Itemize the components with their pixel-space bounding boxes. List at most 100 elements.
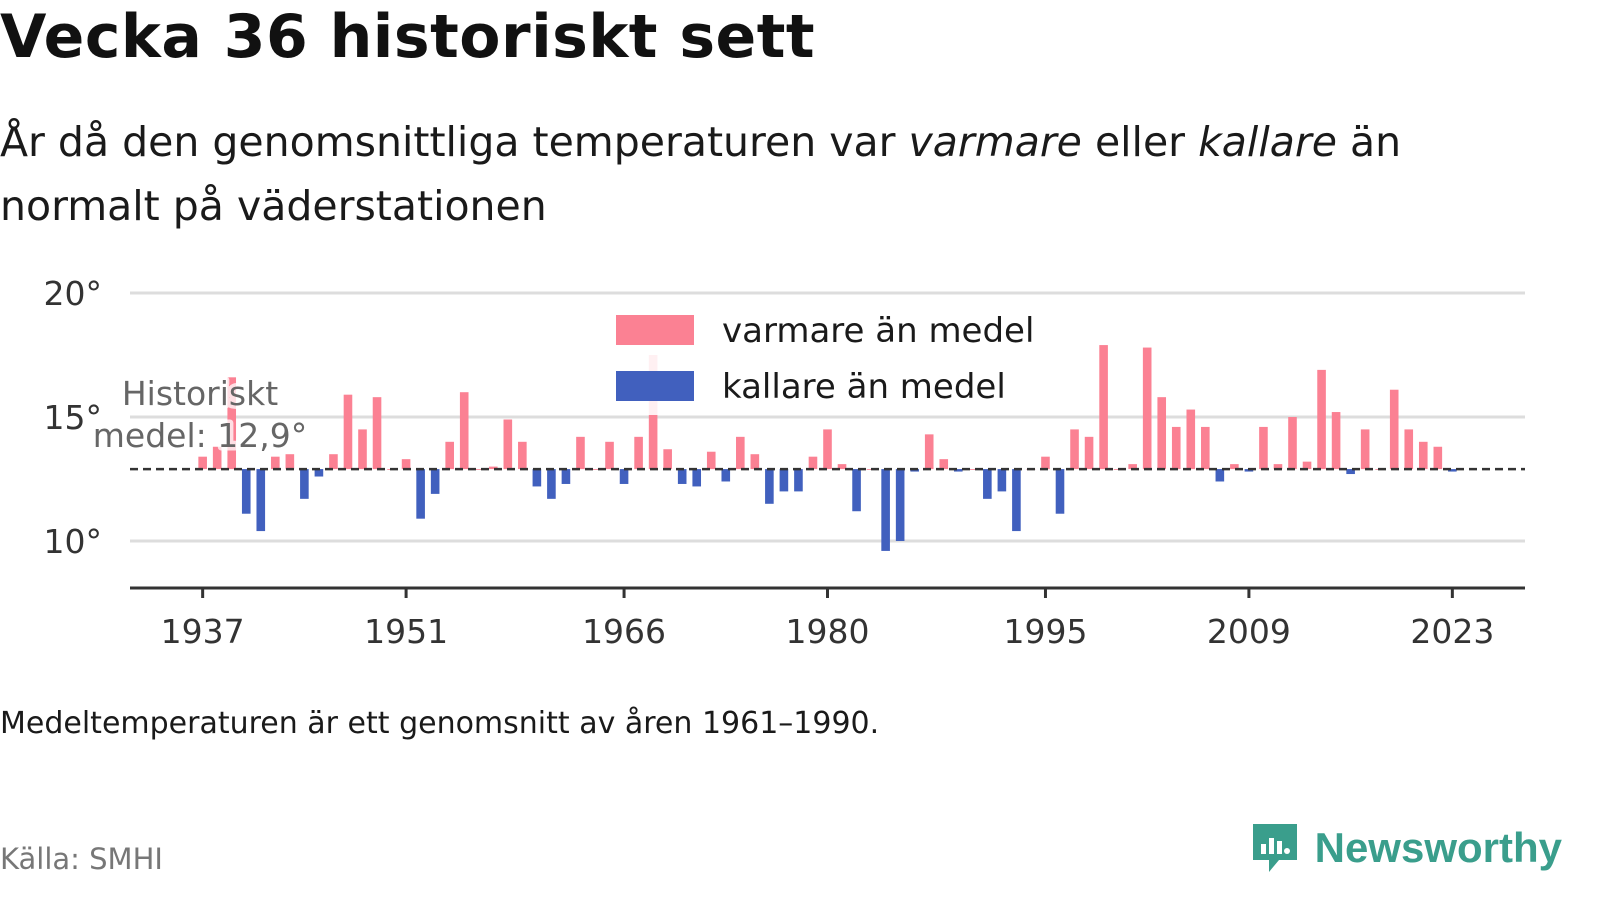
- annotation-halo-1: Historiskt: [122, 374, 278, 413]
- newsworthy-logo: Newsworthy: [1249, 820, 1562, 876]
- bar-2011: [1273, 464, 1283, 470]
- bar-2019: [1389, 389, 1399, 470]
- annotation-halo-2: medel: 12,9°: [93, 416, 307, 455]
- bar-1956: [474, 469, 484, 470]
- bar-1965: [605, 441, 614, 470]
- x-tick-label-1937: 1937: [161, 612, 245, 651]
- bar-2021: [1418, 441, 1428, 470]
- bar-1982: [852, 469, 861, 512]
- bar-1993: [1012, 469, 1021, 532]
- bar-2010: [1259, 426, 1268, 470]
- bar-2007: [1215, 469, 1225, 482]
- bar-1974: [736, 436, 745, 470]
- y-tick-label-20: 20°: [44, 274, 103, 313]
- subtitle-warmer: varmare: [908, 118, 1082, 166]
- bar-2012: [1288, 417, 1297, 470]
- bar-1967: [634, 436, 643, 470]
- bar-2015: [1331, 412, 1341, 470]
- newsworthy-logo-icon: [1252, 824, 1297, 872]
- bar-1954: [445, 441, 454, 470]
- bar-2005: [1186, 409, 1196, 470]
- bar-1995: [1041, 456, 1050, 470]
- bar-1939: [227, 377, 237, 470]
- bar-1976: [765, 469, 774, 504]
- bar-1970: [677, 469, 687, 484]
- legend-label-warm: varmare än medel: [722, 311, 1034, 351]
- bar-1955: [459, 392, 469, 470]
- bar-1999: [1099, 345, 1108, 470]
- bar-1990: [968, 469, 978, 470]
- bar-1973: [721, 469, 731, 482]
- brand-name: Newsworthy: [1314, 824, 1562, 871]
- bar-1947: [343, 394, 353, 470]
- bar-2023: [1448, 469, 1457, 472]
- subtitle-colder: kallare: [1198, 118, 1337, 166]
- y-axis-labels: 10° 15° 20°: [44, 274, 103, 561]
- bar-1958: [503, 419, 513, 470]
- x-tick-label-2009: 2009: [1207, 612, 1291, 651]
- bar-1987: [924, 434, 934, 470]
- chart-title: Vecka 36 historiskt sett: [0, 2, 816, 72]
- bar-1948: [358, 429, 367, 470]
- bar-1977: [779, 469, 789, 492]
- x-axis: 1937 1951 1966 1980 1995 2009 2023: [130, 586, 1525, 651]
- bar-1964: [590, 469, 600, 470]
- bar-1997: [1070, 429, 1079, 470]
- bar-2013: [1302, 461, 1312, 470]
- legend-label-cold: kallare än medel: [722, 367, 1006, 407]
- source-label: Källa: SMHI: [0, 842, 163, 876]
- legend-swatch-warm: [616, 315, 694, 345]
- bar-2002: [1142, 347, 1152, 470]
- bar-1981: [837, 464, 847, 470]
- bar-1941: [256, 469, 266, 532]
- x-tick-label-1980: 1980: [786, 612, 870, 651]
- bar-1985: [895, 469, 905, 541]
- bar-1962: [561, 469, 571, 484]
- bar-1940: [241, 469, 251, 514]
- bar-1969: [663, 449, 672, 470]
- bar-2001: [1128, 464, 1137, 470]
- footnote: Medeltemperaturen är ett genomsnitt av å…: [0, 706, 880, 741]
- temperature-bar-chart: 1937 1951 1966 1980 1995 2009 2023 10° 15° 20° H…: [44, 274, 1525, 651]
- bar-1966: [619, 469, 629, 484]
- bar-1945: [314, 469, 324, 477]
- chart-subtitle: År då den genomsnittliga temperaturen va…: [0, 118, 1402, 230]
- x-tick-label-1951: 1951: [364, 612, 448, 651]
- x-tick-label-2023: 2023: [1410, 612, 1494, 651]
- bar-1991: [983, 469, 992, 499]
- bar-2014: [1317, 369, 1326, 470]
- legend: varmare än medel kallare än medel: [600, 305, 1050, 415]
- bar-1937: [198, 456, 207, 470]
- bar-1960: [532, 469, 542, 487]
- bar-1980: [823, 429, 832, 470]
- bar-2020: [1404, 429, 1414, 470]
- bar-1949: [372, 397, 382, 470]
- bar-2016: [1346, 469, 1355, 475]
- bar-1978: [794, 469, 803, 492]
- bar-1979: [808, 456, 818, 470]
- bar-1989: [953, 469, 963, 472]
- y-tick-label-10: 10°: [44, 522, 103, 561]
- bar-1953: [430, 469, 440, 494]
- bar-1998: [1084, 436, 1094, 470]
- annotation-line-1: Historiskt: [122, 374, 278, 413]
- bar-1952: [416, 469, 425, 519]
- bar-1959: [518, 441, 527, 470]
- bar-1946: [329, 454, 338, 470]
- bar-2006: [1201, 426, 1210, 470]
- bar-2022: [1433, 446, 1443, 470]
- bar-2017: [1360, 429, 1370, 470]
- bar-1944: [300, 469, 309, 499]
- bar-1942: [271, 456, 280, 470]
- bar-2008: [1230, 464, 1239, 470]
- bar-2003: [1157, 397, 1167, 470]
- bar-1971: [692, 469, 702, 487]
- bar-1938: [212, 446, 222, 470]
- bar-1984: [881, 469, 890, 551]
- bar-1963: [576, 436, 585, 470]
- y-tick-label-15: 15°: [44, 398, 103, 437]
- x-tick-label-1995: 1995: [1003, 612, 1087, 651]
- bar-1943: [285, 454, 295, 470]
- legend-swatch-cold: [616, 371, 694, 401]
